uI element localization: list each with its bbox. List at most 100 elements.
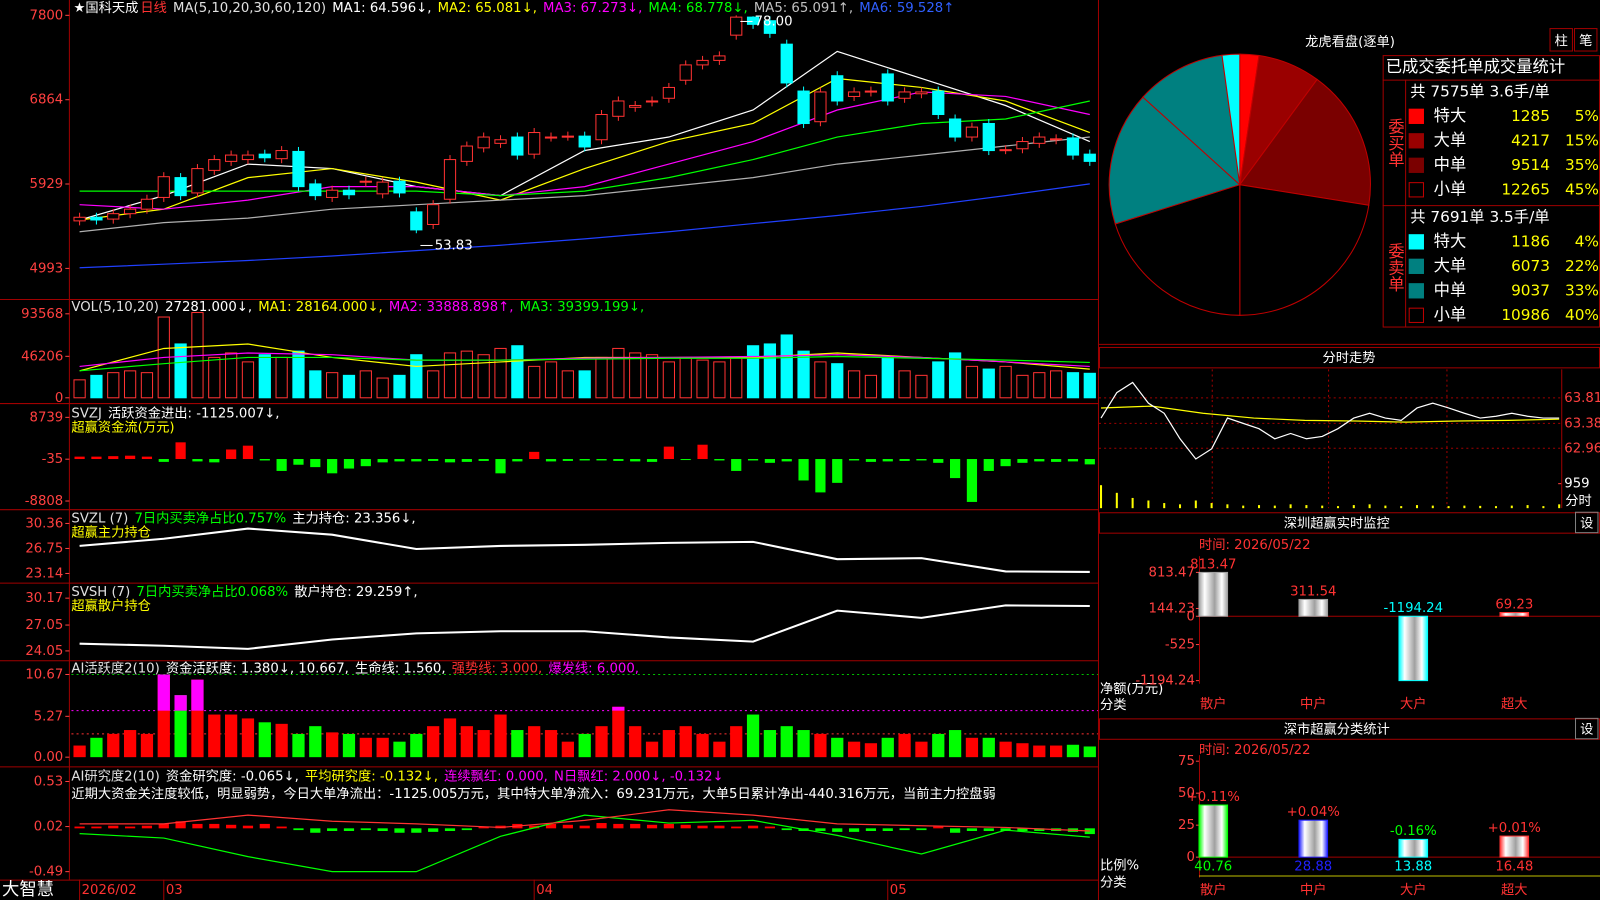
candle-body (326, 189, 339, 198)
burst-part (612, 706, 625, 711)
table-title: 已成交委托单成交量统计 (1386, 57, 1565, 76)
indicator-header: MA4: 68.778↓, (648, 1, 747, 16)
volume-bar (999, 365, 1012, 399)
candle-body (730, 16, 743, 36)
indicator-bar (596, 823, 607, 829)
y-tick-label: 62.96 (1564, 441, 1600, 456)
row-share: 45% (1565, 180, 1599, 198)
summary: 共 7691单 3.5手/单 (1410, 208, 1549, 226)
indicator-bar (798, 459, 809, 481)
activity-bar (629, 726, 642, 758)
activity-bar (107, 733, 120, 758)
x-tick-label: 大户 (1400, 881, 1427, 898)
indicator-bar (529, 825, 540, 829)
view-button[interactable]: 柱 (1555, 33, 1568, 49)
volume-bar (915, 374, 928, 399)
indicator-bar (310, 828, 321, 833)
indicator-bar (411, 828, 422, 833)
indicator-header: MA2: 33888.898↑, (389, 300, 514, 315)
value-label: 813.47 (1190, 557, 1236, 572)
y-tick-label: 30.17 (25, 591, 63, 606)
candle-body (208, 159, 221, 171)
indicator-bar (646, 824, 658, 829)
stock-name: ★国科天成 (73, 0, 138, 16)
volume-bar (847, 370, 861, 399)
y-tick-label: 27.05 (25, 618, 63, 633)
settings-button[interactable]: 设 (1580, 515, 1593, 531)
indicator-bar (377, 828, 388, 831)
indicator-bar (125, 455, 136, 460)
activity-bar (309, 726, 322, 758)
indicator-bar (714, 459, 725, 461)
indicator-bar (680, 824, 691, 829)
indicator-bar (966, 459, 978, 502)
indicator-bar (242, 445, 254, 460)
row-name: 特大 (1434, 106, 1467, 125)
pie-slice (1239, 184, 1370, 316)
indicator-header: 资金活跃度: 1.380↓, 10.667, (166, 660, 349, 676)
volume-bar (932, 361, 945, 399)
y-tick-label: 7800 (30, 8, 64, 23)
volume-bar (460, 350, 473, 399)
y-tick-label: 25 (1178, 818, 1195, 833)
indicator-bar (461, 459, 472, 462)
y-tick-label: -8808 (25, 494, 64, 509)
row-volume: 1186 (1511, 232, 1550, 250)
indicator-header: 资金研究度: -0.065↓, (166, 769, 299, 785)
indicator-bar (293, 459, 304, 465)
indicator-bar (394, 828, 405, 833)
candle-body (881, 73, 894, 102)
indicator-header: MA1: 28164.000↓, (258, 300, 383, 315)
indicator-bar (259, 823, 270, 829)
indicator-bar (175, 442, 186, 460)
volume-bar (410, 354, 423, 399)
indicator-bar (950, 459, 961, 479)
volume-bar (393, 374, 406, 399)
button-frame (1549, 28, 1573, 52)
panel-title: 深圳超赢实时监控 (1284, 514, 1390, 531)
indicator-header: 爆发线: 6.000, (548, 660, 639, 676)
view-button[interactable]: 笔 (1579, 33, 1592, 49)
activity-bar (948, 730, 962, 758)
candle-body (629, 104, 642, 108)
x-axis-title: 分类 (1100, 875, 1127, 891)
indicator-line (79, 136, 1090, 233)
row-share: 4% (1575, 232, 1599, 250)
volume-bar (342, 374, 356, 399)
indicator-bar (916, 459, 927, 461)
candle-body (1033, 136, 1046, 144)
activity-bar (359, 737, 372, 758)
indicator-bar (125, 826, 136, 829)
activity-bar (1083, 746, 1096, 758)
indicator-bar (832, 828, 843, 832)
indicator-bar (630, 459, 641, 462)
min-label: 53.83 (435, 238, 473, 253)
change-label: +0.04% (1287, 805, 1340, 820)
indicator-bar (108, 825, 119, 829)
row-volume: 4217 (1511, 131, 1550, 149)
indicator-bar (764, 459, 775, 463)
indicator-bar (360, 828, 371, 831)
volume-bar (629, 352, 642, 399)
indicator-header: 主力持仓: 23.356↓, (292, 510, 415, 526)
activity-bar (578, 733, 591, 758)
row-name: 小单 (1434, 179, 1467, 198)
indicator-bar (731, 459, 742, 471)
value-label: 28.88 (1294, 859, 1332, 874)
x-axis-title: 分类 (1100, 697, 1127, 713)
y-tick-label: 23.14 (25, 566, 63, 581)
candle-body (157, 176, 170, 198)
y-tick-label: 0 (1186, 850, 1194, 865)
volume-bar (595, 356, 608, 399)
indicator-header: MA6: 59.528↑ (859, 1, 954, 16)
burst-part (157, 674, 170, 711)
indicator-bar (360, 459, 371, 467)
pie-slice (1221, 53, 1241, 185)
candle-body (898, 91, 911, 99)
settings-button[interactable]: 设 (1580, 722, 1593, 738)
candle-body (393, 180, 406, 194)
indicator-bar (933, 459, 944, 463)
indicator-bar (1067, 459, 1079, 462)
indicator-line (1100, 381, 1560, 460)
